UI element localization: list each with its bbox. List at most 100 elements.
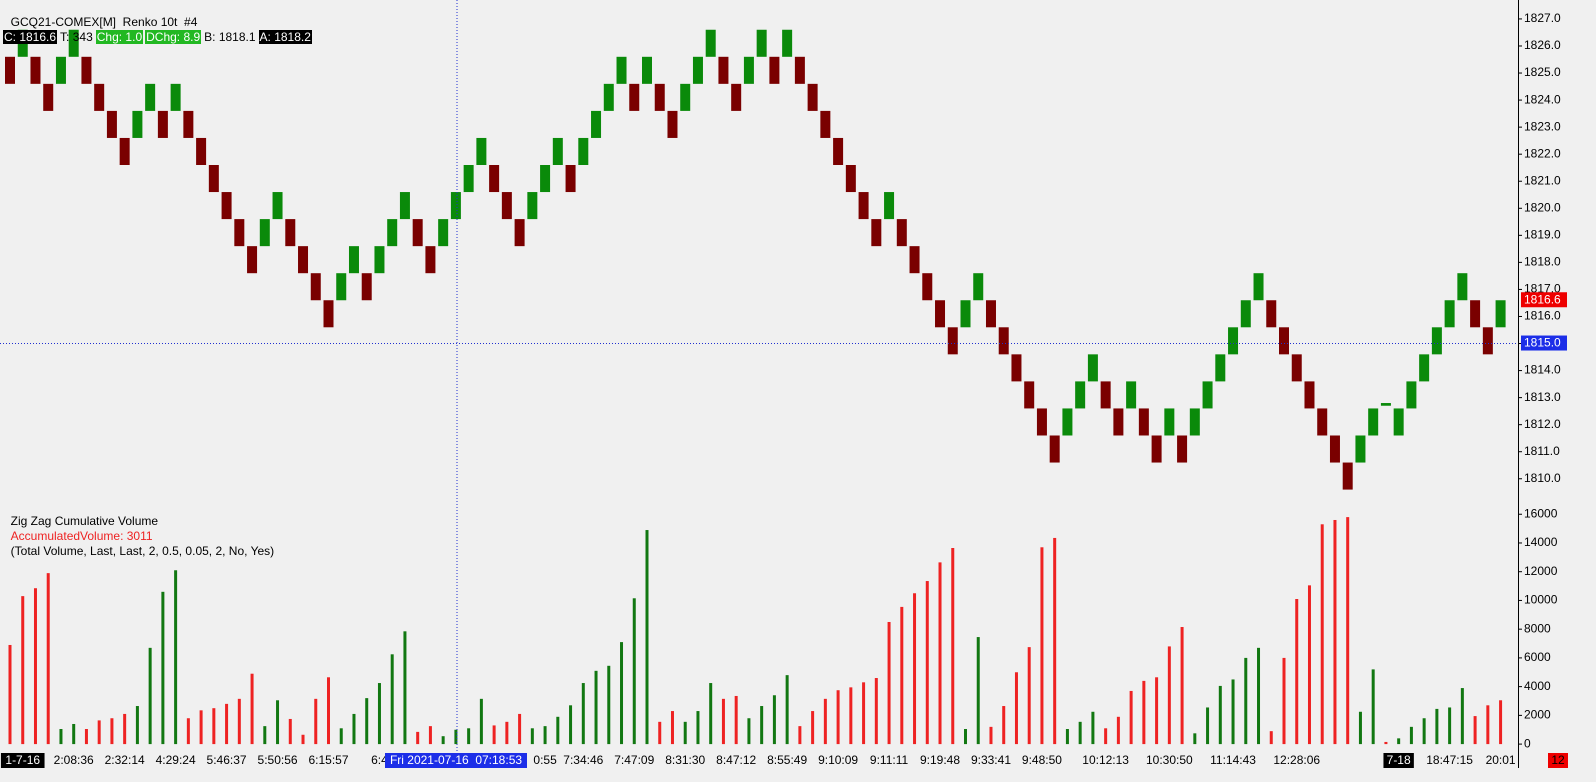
volume-bar <box>747 718 751 745</box>
renko-brick <box>1291 354 1302 382</box>
renko-brick <box>540 165 551 193</box>
volume-bar <box>951 548 955 745</box>
badge-box <box>1548 753 1568 768</box>
volume-bar <box>1002 706 1006 745</box>
renko-brick <box>578 137 589 165</box>
renko-brick <box>298 246 309 274</box>
volume-bar <box>301 734 305 745</box>
renko-brick <box>1138 408 1149 436</box>
volume-bar <box>1257 647 1261 745</box>
renko-brick <box>5 56 15 84</box>
renko-brick <box>450 192 461 220</box>
renko-brick <box>935 300 946 328</box>
renko-brick <box>132 110 143 138</box>
x-tick-label: 7:34:46 <box>563 753 603 767</box>
y-tick-label: 14000 <box>1524 535 1558 549</box>
renko-brick <box>973 273 984 301</box>
volume-bar <box>1499 700 1503 745</box>
y-tick-label: 1813.0 <box>1524 390 1561 404</box>
volume-bar <box>288 718 292 745</box>
volume-bar <box>276 700 280 745</box>
volume-bar <box>964 729 967 745</box>
renko-brick <box>81 56 92 84</box>
y-tick-label: 1819.0 <box>1524 227 1561 241</box>
volume-bar <box>1346 517 1350 745</box>
volume-bar <box>428 726 432 745</box>
y-tick-label: 1822.0 <box>1524 146 1561 160</box>
renko-brick <box>871 219 882 247</box>
volume-bar <box>569 705 573 745</box>
volume-bar <box>84 729 88 745</box>
renko-brick <box>1329 435 1340 463</box>
stat: B: 1818.1 <box>204 30 256 44</box>
stat: Chg: 1.0 <box>95 30 144 44</box>
y-tick-label: 10000 <box>1524 593 1558 607</box>
renko-brick <box>1228 327 1239 355</box>
renko-brick <box>858 192 869 220</box>
volume-bar <box>1473 716 1477 745</box>
x-tick-label: 1-7-16 <box>5 753 40 767</box>
volume-bar <box>1269 731 1273 745</box>
volume-bar <box>709 683 713 745</box>
renko-brick <box>399 192 410 220</box>
x-tick-label: 4:29:24 <box>156 753 196 767</box>
volume-bar <box>530 728 534 745</box>
volume-bar <box>1333 519 1337 745</box>
renko-brick <box>94 83 105 111</box>
volume-bar <box>1065 729 1069 745</box>
renko-brick <box>1151 435 1162 463</box>
volume-bar <box>900 606 904 745</box>
x-tick-label: 10:30:50 <box>1146 753 1193 767</box>
y-tick-label: 1826.0 <box>1524 38 1561 52</box>
y-tick-label: 1820.0 <box>1524 200 1561 214</box>
renko-brick <box>183 110 194 138</box>
volume-bar <box>403 631 407 745</box>
volume-bar <box>1371 669 1375 745</box>
volume-bar <box>658 721 662 745</box>
renko-brick <box>1215 354 1226 382</box>
renko-brick <box>259 219 270 247</box>
volume-bar <box>21 596 25 745</box>
volume-bar <box>1397 738 1401 745</box>
renko-brick <box>794 56 805 84</box>
volume-bar <box>250 673 254 745</box>
y-tick-label: 0 <box>1524 736 1531 750</box>
renko-brick <box>1444 300 1455 328</box>
volume-bar <box>1409 726 1413 745</box>
volume-bar <box>46 573 50 745</box>
renko-brick <box>247 246 258 274</box>
renko-brick <box>157 110 168 138</box>
renko-brick <box>820 110 831 138</box>
renko-brick <box>552 137 563 165</box>
y-tick-label: 1811.0 <box>1524 444 1560 458</box>
volume-bar <box>97 720 101 745</box>
renko-brick <box>68 29 79 57</box>
volume-bar <box>1295 599 1299 745</box>
volume-bar <box>186 718 190 745</box>
renko-brick <box>1177 435 1188 463</box>
volume-bar <box>1014 672 1018 745</box>
renko-brick <box>489 165 500 193</box>
renko-brick <box>272 192 283 220</box>
volume-bar <box>721 698 725 745</box>
crosshair-value-label: 1815.0 <box>1524 336 1561 350</box>
volume-bar <box>1486 705 1490 745</box>
volume-bar <box>1167 646 1171 745</box>
stat: C: 1816.6 <box>3 30 58 44</box>
renko-brick <box>387 219 398 247</box>
volume-bar <box>59 729 63 745</box>
renko-brick <box>833 137 844 165</box>
renko-brick <box>1062 408 1073 436</box>
volume-bar <box>1206 707 1210 745</box>
volume-bar <box>518 713 522 745</box>
volume-bar <box>1244 657 1248 745</box>
volume-bar <box>620 642 624 745</box>
volume-bar <box>416 731 420 745</box>
x-tick-label: 2:32:14 <box>105 753 145 767</box>
y-tick-label: 8000 <box>1524 621 1551 635</box>
last-price-label: 1816.6 <box>1524 292 1561 306</box>
renko-brick <box>285 219 296 247</box>
volume-bar <box>314 698 318 745</box>
x-tick-label: 8:31:30 <box>665 753 705 767</box>
volume-bar <box>1231 679 1235 745</box>
